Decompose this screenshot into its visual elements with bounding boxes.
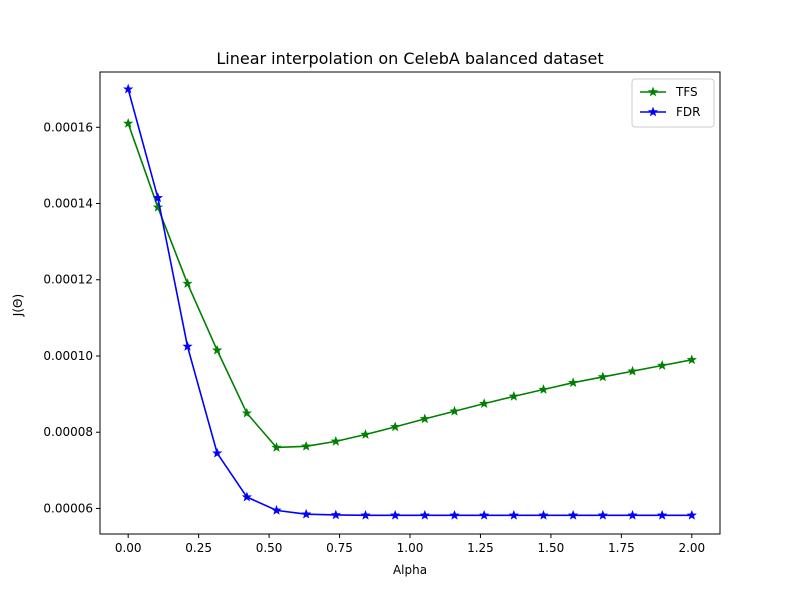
data-point-tfs bbox=[212, 344, 223, 355]
data-point-fdr bbox=[182, 341, 193, 351]
x-tick-label: 0.50 bbox=[256, 541, 283, 555]
data-point-fdr bbox=[538, 509, 549, 520]
data-point-tfs bbox=[182, 278, 193, 288]
data-point-fdr bbox=[212, 447, 223, 458]
legend-box bbox=[631, 78, 715, 128]
x-tick-label: 0.75 bbox=[326, 541, 353, 555]
data-point-fdr bbox=[449, 509, 460, 520]
data-point-tfs bbox=[390, 421, 401, 432]
x-tick-label: 1.25 bbox=[467, 541, 494, 555]
data-point-fdr bbox=[657, 509, 668, 520]
data-point-tfs bbox=[686, 354, 697, 365]
x-tick-label: 1.00 bbox=[397, 541, 424, 555]
data-point-fdr bbox=[686, 509, 697, 520]
series-line-fdr bbox=[127, 88, 692, 517]
data-point-tfs bbox=[152, 201, 163, 212]
chart-title: Linear interpolation on CelebA balanced … bbox=[216, 49, 603, 68]
x-tick-label: 1.75 bbox=[608, 541, 635, 555]
data-point-tfs bbox=[657, 360, 668, 370]
y-tick-label: 0.00016 bbox=[43, 120, 93, 134]
legend-label-fdr: FDR bbox=[676, 105, 700, 119]
y-tick-label: 0.00008 bbox=[43, 425, 93, 439]
data-point-tfs bbox=[568, 377, 579, 387]
data-point-tfs bbox=[479, 398, 490, 408]
data-point-tfs bbox=[449, 405, 460, 416]
data-point-fdr bbox=[360, 509, 371, 520]
data-point-fdr bbox=[390, 509, 401, 520]
x-tick-label: 2.00 bbox=[678, 541, 705, 555]
data-point-tfs bbox=[508, 391, 519, 401]
y-axis-title: J(Θ) bbox=[11, 294, 25, 317]
data-point-tfs bbox=[241, 407, 252, 418]
data-point-fdr bbox=[597, 509, 608, 520]
data-point-fdr bbox=[419, 509, 430, 520]
data-point-tfs bbox=[538, 384, 549, 394]
series-line-tfs bbox=[127, 123, 692, 449]
data-point-tfs bbox=[360, 429, 371, 439]
data-point-fdr bbox=[627, 509, 638, 520]
x-axis-title: Alpha bbox=[393, 563, 427, 577]
y-tick-label: 0.00012 bbox=[43, 273, 93, 287]
data-point-tfs bbox=[627, 365, 638, 376]
data-point-fdr bbox=[479, 509, 490, 520]
data-point-fdr bbox=[508, 509, 519, 520]
data-point-tfs bbox=[301, 440, 312, 451]
legend-label-tfs: TFS bbox=[675, 85, 698, 99]
plot-area: 0.00 0.25 0.50 0.75 1.00 1.25 1.50 1.75 2.00 0.00… bbox=[43, 71, 721, 555]
x-tick-label: 1.50 bbox=[538, 541, 565, 555]
data-point-fdr bbox=[330, 509, 341, 520]
data-point-fdr bbox=[301, 508, 312, 519]
data-point-tfs bbox=[597, 371, 608, 382]
y-tick-label: 0.00006 bbox=[43, 501, 93, 515]
x-tick-label: 0.00 bbox=[115, 541, 142, 555]
data-point-fdr bbox=[568, 509, 579, 520]
data-point-fdr bbox=[241, 491, 252, 502]
data-point-tfs bbox=[330, 436, 341, 446]
legend-marker-tfs bbox=[647, 86, 659, 97]
data-point-fdr bbox=[152, 192, 163, 203]
data-point-tfs bbox=[123, 118, 134, 128]
x-tick-label: 0.25 bbox=[185, 541, 212, 555]
data-point-fdr bbox=[123, 83, 134, 94]
data-point-fdr bbox=[271, 505, 282, 515]
data-point-tfs bbox=[419, 413, 430, 424]
data-point-tfs bbox=[271, 442, 282, 452]
legend-marker-fdr bbox=[647, 106, 659, 117]
y-tick-label: 0.00010 bbox=[43, 349, 93, 363]
y-tick-label: 0.00014 bbox=[43, 197, 93, 211]
